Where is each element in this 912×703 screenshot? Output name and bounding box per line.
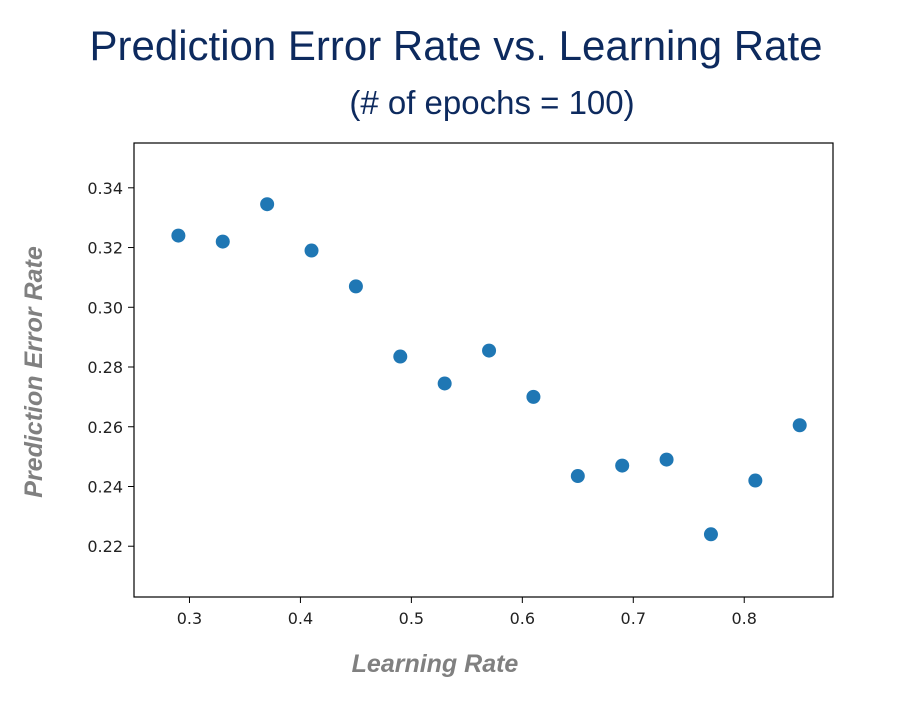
data-points xyxy=(171,197,807,542)
x-tick-label: 0.3 xyxy=(177,609,202,628)
scatter-point xyxy=(348,279,363,294)
y-tick-label: 0.22 xyxy=(87,537,123,556)
scatter-point xyxy=(615,458,630,473)
scatter-point xyxy=(792,418,807,433)
y-tick-label: 0.32 xyxy=(87,239,123,258)
scatter-point xyxy=(393,349,408,364)
y-axis-ticks: 0.22 0.24 0.26 0.28 0.30 0.32 0.34 xyxy=(87,179,134,556)
scatter-point xyxy=(526,389,541,404)
x-tick-label: 0.6 xyxy=(510,609,535,628)
x-tick-label: 0.4 xyxy=(288,609,313,628)
y-tick-label: 0.24 xyxy=(87,477,123,496)
chart-subtitle: (# of epochs = 100) xyxy=(349,84,635,121)
scatter-point xyxy=(215,234,230,249)
scatter-point xyxy=(171,228,186,243)
scatter-point xyxy=(703,527,718,542)
x-tick-label: 0.7 xyxy=(621,609,646,628)
scatter-point xyxy=(437,376,452,391)
x-axis-ticks: 0.3 0.4 0.5 0.6 0.7 0.8 xyxy=(177,597,757,628)
y-tick-label: 0.26 xyxy=(87,418,123,437)
scatter-point xyxy=(304,243,319,258)
scatter-point xyxy=(570,469,585,484)
scatter-point xyxy=(482,343,497,358)
scatter-point xyxy=(659,452,674,467)
chart-title: Prediction Error Rate vs. Learning Rate xyxy=(89,22,823,69)
y-axis-label: Prediction Error Rate xyxy=(20,246,48,498)
x-axis-label: Learning Rate xyxy=(352,650,519,678)
x-tick-label: 0.8 xyxy=(732,609,757,628)
y-tick-label: 0.30 xyxy=(87,298,123,317)
y-tick-label: 0.28 xyxy=(87,358,123,377)
scatter-point xyxy=(260,197,275,212)
scatter-point xyxy=(748,473,763,488)
y-tick-label: 0.34 xyxy=(87,179,123,198)
x-tick-label: 0.5 xyxy=(399,609,424,628)
plot-frame xyxy=(133,142,834,598)
